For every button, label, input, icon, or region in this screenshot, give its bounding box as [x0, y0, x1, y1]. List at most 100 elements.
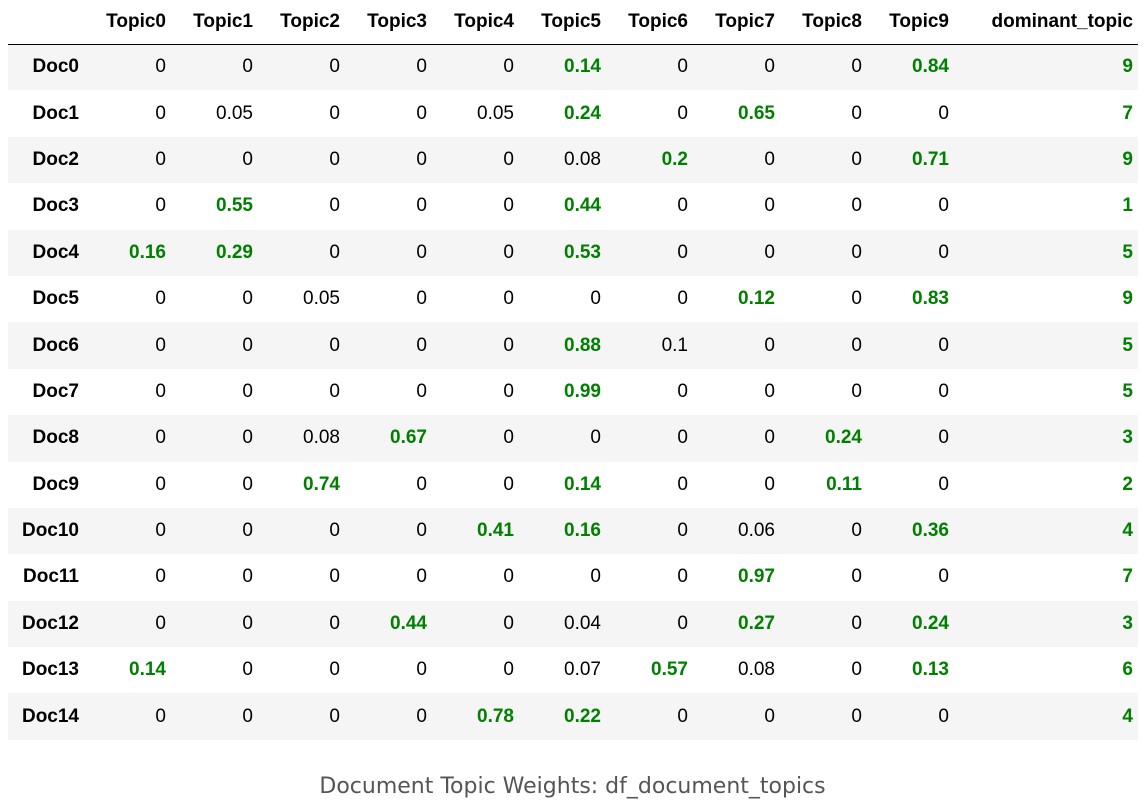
topic-weight-cell: 0	[242, 56, 253, 78]
topic-weight-cell: 0	[764, 705, 775, 727]
topic-weight-cell: 0	[416, 102, 427, 124]
topic-weight-cell: 0	[677, 473, 688, 495]
dominant-topic-cell: 7	[1122, 102, 1133, 124]
topic-weight-cell: 0	[503, 195, 514, 217]
table-row: Doc0 0 0 0 0 0 0.14 0 0 0 0.84 9	[8, 44, 1138, 91]
column-header: dominant_topic	[954, 0, 1138, 45]
column-header: Topic8	[780, 0, 867, 45]
topic-weight-cell: 0.06	[738, 520, 775, 542]
table-row: Doc14 0 0 0 0 0.78 0.22 0 0 0 0 4	[8, 693, 1138, 740]
topic-weight-cell: 0.12	[738, 288, 775, 310]
topic-weight-cell: 0.2	[661, 148, 688, 170]
topic-weight-cell: 0.13	[912, 659, 949, 681]
dominant-topic-cell: 2	[1122, 473, 1133, 495]
topic-weight-cell: 0	[503, 241, 514, 263]
table-row: Doc5 0 0 0.05 0 0 0 0 0.12 0 0.83 9	[8, 275, 1138, 323]
row-label: Doc11	[23, 566, 79, 588]
dominant-topic-cell: 3	[1122, 612, 1133, 634]
topic-weight-cell: 0	[590, 427, 601, 449]
topic-weight-cell: 0	[851, 612, 862, 634]
topic-weight-cell: 0.22	[564, 705, 601, 727]
row-label: Doc0	[32, 56, 79, 78]
topic-weight-cell: 0	[851, 148, 862, 170]
topic-weight-cell: 0	[416, 566, 427, 588]
topic-weight-cell: 0	[938, 195, 949, 217]
topic-weight-cell: 0	[677, 380, 688, 402]
topic-weight-cell: 0	[155, 56, 166, 78]
topic-weight-cell: 0	[329, 380, 340, 402]
dominant-topic-cell: 4	[1122, 705, 1133, 727]
topic-weight-cell: 0	[416, 705, 427, 727]
dominant-topic-cell: 3	[1122, 427, 1133, 449]
topic-weight-cell: 0.99	[564, 380, 601, 402]
dominant-topic-cell: 1	[1122, 195, 1133, 217]
table-row: Doc2 0 0 0 0 0 0.08 0.2 0 0 0.71 9	[8, 136, 1138, 184]
topic-weight-cell: 0	[155, 288, 166, 310]
topic-weight-cell: 0	[155, 612, 166, 634]
topic-weight-cell: 0.14	[564, 473, 601, 495]
topic-weight-cell: 0	[851, 705, 862, 727]
column-header: Topic0	[84, 0, 171, 45]
topic-weight-cell: 0	[416, 148, 427, 170]
table-caption: Document Topic Weights: df_document_topi…	[319, 774, 826, 799]
topic-weight-cell: 0	[503, 659, 514, 681]
row-label: Doc8	[32, 427, 79, 449]
table-row: Doc3 0 0.55 0 0 0 0.44 0 0 0 0 1	[8, 183, 1138, 230]
topic-weight-cell: 0	[938, 566, 949, 588]
topic-weight-cell: 0	[677, 520, 688, 542]
topic-weight-cell: 0.83	[912, 288, 949, 310]
column-header: Topic1	[171, 0, 258, 45]
topic-weight-cell: 0.53	[564, 241, 601, 263]
row-label: Doc6	[32, 334, 79, 356]
topic-weight-cell: 0	[503, 473, 514, 495]
column-header: Topic6	[606, 0, 693, 45]
row-label: Doc3	[32, 195, 79, 217]
topic-weight-cell: 0	[764, 380, 775, 402]
row-label: Doc1	[32, 102, 79, 124]
topic-weight-cell: 0	[851, 56, 862, 78]
topic-weight-cell: 0	[416, 56, 427, 78]
topic-weight-cell: 0.84	[912, 56, 949, 78]
topic-weight-cell: 0	[329, 612, 340, 634]
topic-weight-cell: 0	[938, 334, 949, 356]
topic-weight-cell: 0	[677, 566, 688, 588]
topic-weight-cell: 0.24	[564, 102, 601, 124]
column-header: Topic7	[693, 0, 780, 45]
topic-weight-cell: 0	[764, 56, 775, 78]
topic-weight-cell: 0.04	[564, 612, 601, 634]
dominant-topic-cell: 5	[1122, 334, 1133, 356]
topic-weight-cell: 0	[242, 380, 253, 402]
topic-weight-cell: 0.14	[564, 56, 601, 78]
column-header: Topic5	[519, 0, 606, 45]
topic-weight-cell: 0.78	[477, 705, 514, 727]
column-header: Topic3	[345, 0, 432, 45]
topic-weight-cell: 0.65	[738, 102, 775, 124]
dominant-topic-cell: 5	[1122, 241, 1133, 263]
topic-weight-cell: 0.44	[390, 612, 427, 634]
header-row: Topic0 Topic1 Topic2 Topic3 Topic4 Topic5 Topi…	[8, 0, 1138, 45]
topic-weight-cell: 0.14	[129, 659, 166, 681]
topic-weight-cell: 0	[764, 427, 775, 449]
topic-weight-cell: 0.08	[564, 148, 601, 170]
topic-weight-cell: 0	[155, 566, 166, 588]
topic-weight-cell: 0	[242, 659, 253, 681]
topic-weight-cell: 0	[416, 195, 427, 217]
topic-weight-cell: 0.08	[738, 659, 775, 681]
row-label: Doc12	[21, 612, 79, 634]
column-header: Topic9	[867, 0, 954, 45]
topic-weight-cell: 0	[329, 56, 340, 78]
row-label: Doc7	[32, 380, 79, 402]
topic-weight-cell: 0	[329, 102, 340, 124]
dominant-topic-cell: 7	[1122, 566, 1133, 588]
table-row: Doc6 0 0 0 0 0 0.88 0.1 0 0 0 5	[8, 322, 1138, 369]
topic-weight-cell: 0.16	[129, 241, 166, 263]
topic-weight-cell: 0	[155, 473, 166, 495]
table-row: Doc1 0 0.05 0 0 0.05 0.24 0 0.65 0 0 7	[8, 90, 1138, 137]
topic-weight-cell: 0.07	[564, 659, 601, 681]
topic-weight-cell: 0	[764, 241, 775, 263]
topic-weight-cell: 0	[938, 705, 949, 727]
topic-weight-cell: 0	[851, 241, 862, 263]
dominant-topic-cell: 4	[1122, 520, 1133, 542]
dominant-topic-cell: 9	[1122, 148, 1133, 170]
dominant-topic-cell: 5	[1122, 380, 1133, 402]
